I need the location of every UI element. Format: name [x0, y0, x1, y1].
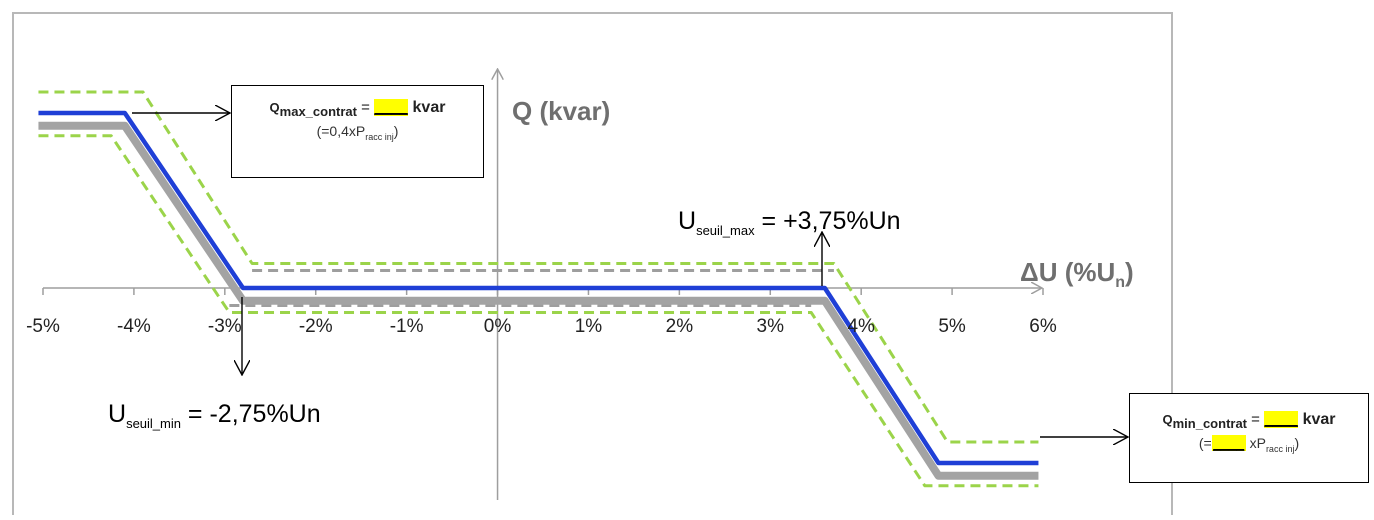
x-tick-label: -4% [117, 316, 151, 337]
x-tick-label: -3% [208, 316, 242, 337]
useuil-min-symbol: U [108, 400, 127, 428]
x-tick-labels: -5% -4% -3% -2% -1% 0% 1% 2% 3% 4% 5% 6% [26, 316, 1057, 337]
qmin-contract-box: Qmin_contrat = ____ kvar (=____ xPracc i… [1129, 393, 1369, 483]
qmax-equals: = [356, 99, 375, 116]
useuil-min-value: = -2,75%Un [180, 400, 321, 428]
qmin-formula-sub: racc inj [1265, 443, 1295, 454]
qmin-symbol: Q [1162, 412, 1173, 427]
x-tick-label: 6% [1029, 316, 1057, 337]
qmin-equals: = [1247, 411, 1265, 428]
qmax-formula-end: ) [393, 123, 399, 139]
qmin-unit: kvar [1298, 411, 1336, 428]
useuil-max-value: = +3,75%Un [754, 207, 901, 235]
qmin-formula-mid: xP [1245, 435, 1266, 451]
useuil-max-label: Useuil_max = +3,75%Un [678, 207, 901, 238]
y-axis-label: Q (kvar) [512, 96, 610, 126]
x-axis-label: ΔU (%Un) [1020, 257, 1134, 291]
x-tick-label: 4% [847, 316, 875, 337]
tolerance-upper-line [38, 90, 1039, 444]
qmax-formula-sub: racc inj [365, 131, 394, 142]
qmax-unit: kvar [408, 99, 446, 116]
qmax-symbol: Q [269, 100, 280, 115]
qmax-sub: max_contrat [279, 104, 357, 119]
shadow-curve-line [38, 121, 1039, 480]
x-tick-label: 5% [938, 316, 966, 337]
tolerance-lower-line [38, 134, 1039, 488]
x-tick-label: -1% [390, 316, 424, 337]
plot-frame [12, 12, 1173, 515]
x-tick-label: -5% [26, 316, 60, 337]
x-tick-label: 0% [484, 316, 512, 337]
annotation-arrows [132, 113, 1127, 437]
useuil-max-symbol: U [678, 207, 697, 235]
qmax-blank-field[interactable]: ____ [374, 99, 409, 116]
x-tick-label: 3% [757, 316, 785, 337]
useuil-max-sub: seuil_max [696, 223, 755, 238]
qmin-formula-blank-field[interactable]: ____ [1211, 435, 1246, 451]
useuil-min-sub: seuil_min [126, 416, 181, 431]
useuil-min-label: Useuil_min = -2,75%Un [108, 400, 321, 431]
qmin-formula: (= [1198, 435, 1212, 451]
main-curve-line [38, 110, 1039, 466]
qmin-formula-end: ) [1294, 435, 1300, 451]
qmax-contract-box: Qmax_contrat = ____ kvar (=0,4xPracc inj… [231, 85, 484, 178]
qmin-sub: min_contrat [1172, 416, 1248, 431]
x-tick-label: -2% [299, 316, 333, 337]
curves [38, 90, 1039, 488]
qmax-formula: (=0,4xP [316, 123, 366, 139]
qmin-blank-field[interactable]: ____ [1264, 411, 1299, 428]
x-tick-label: 2% [666, 316, 694, 337]
x-tick-label: 1% [575, 316, 603, 337]
